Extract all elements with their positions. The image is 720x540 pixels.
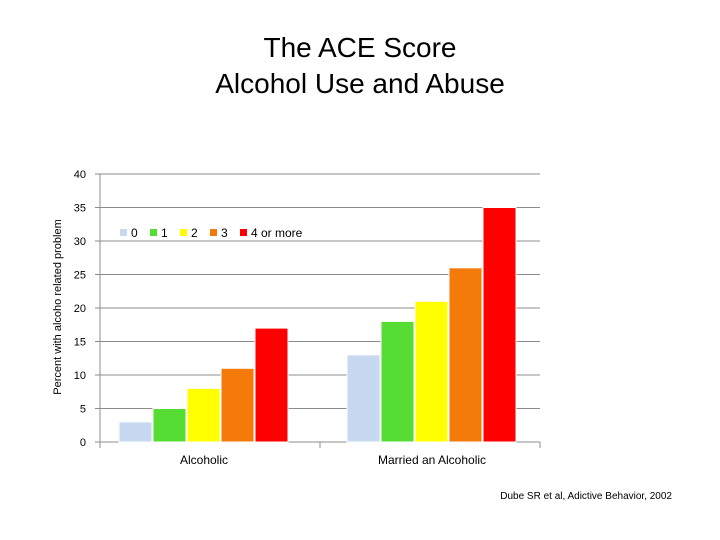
legend-swatch-1 <box>150 229 157 236</box>
legend-swatch-3 <box>210 229 217 236</box>
legend-label-0: 0 <box>131 226 138 240</box>
legend-label-3: 3 <box>221 226 228 240</box>
legend-label-4: 4 or more <box>251 226 303 240</box>
bar-married-an-alcoholic-series-0 <box>346 354 381 443</box>
x-category-label-1: Married an Alcoholic <box>378 453 486 467</box>
legend-swatch-0 <box>120 229 127 236</box>
chart-title: The ACE Score Alcohol Use and Abuse <box>0 30 720 102</box>
y-tick-label-25: 25 <box>74 270 86 282</box>
legend-label-2: 2 <box>191 226 198 240</box>
x-category-label-0: Alcoholic <box>180 453 228 467</box>
chart-title-line-2: Alcohol Use and Abuse <box>215 68 505 99</box>
y-tick-label-35: 35 <box>74 203 86 215</box>
y-tick-label-15: 15 <box>74 337 86 349</box>
legend-swatch-2 <box>180 229 187 236</box>
y-axis-title: Percent with alcoho related problem <box>52 219 64 394</box>
bar-married-an-alcoholic-series-3 <box>448 267 483 443</box>
y-tick-label-40: 40 <box>74 169 86 181</box>
bar-alcoholic-series-4 <box>254 327 289 443</box>
bar-alcoholic-series-1 <box>152 408 187 443</box>
bar-married-an-alcoholic-series-1 <box>380 320 415 443</box>
legend-label-1: 1 <box>161 226 168 240</box>
bar-alcoholic-series-3 <box>220 367 255 443</box>
y-tick-label-30: 30 <box>74 236 86 248</box>
bar-alcoholic-series-0 <box>118 421 153 443</box>
legend-swatch-4 <box>240 229 247 236</box>
y-tick-label-5: 5 <box>80 404 86 416</box>
source-citation: Dube SR et al, Adictive Behavior, 2002 <box>500 491 672 502</box>
chart-title-line-1: The ACE Score <box>263 32 457 63</box>
y-tick-label-0: 0 <box>80 437 86 449</box>
bar-married-an-alcoholic-series-2 <box>414 300 449 443</box>
bar-alcoholic-series-2 <box>186 387 221 443</box>
y-tick-label-20: 20 <box>74 303 86 315</box>
bar-married-an-alcoholic-series-4 <box>482 207 517 443</box>
y-tick-label-10: 10 <box>74 370 86 382</box>
